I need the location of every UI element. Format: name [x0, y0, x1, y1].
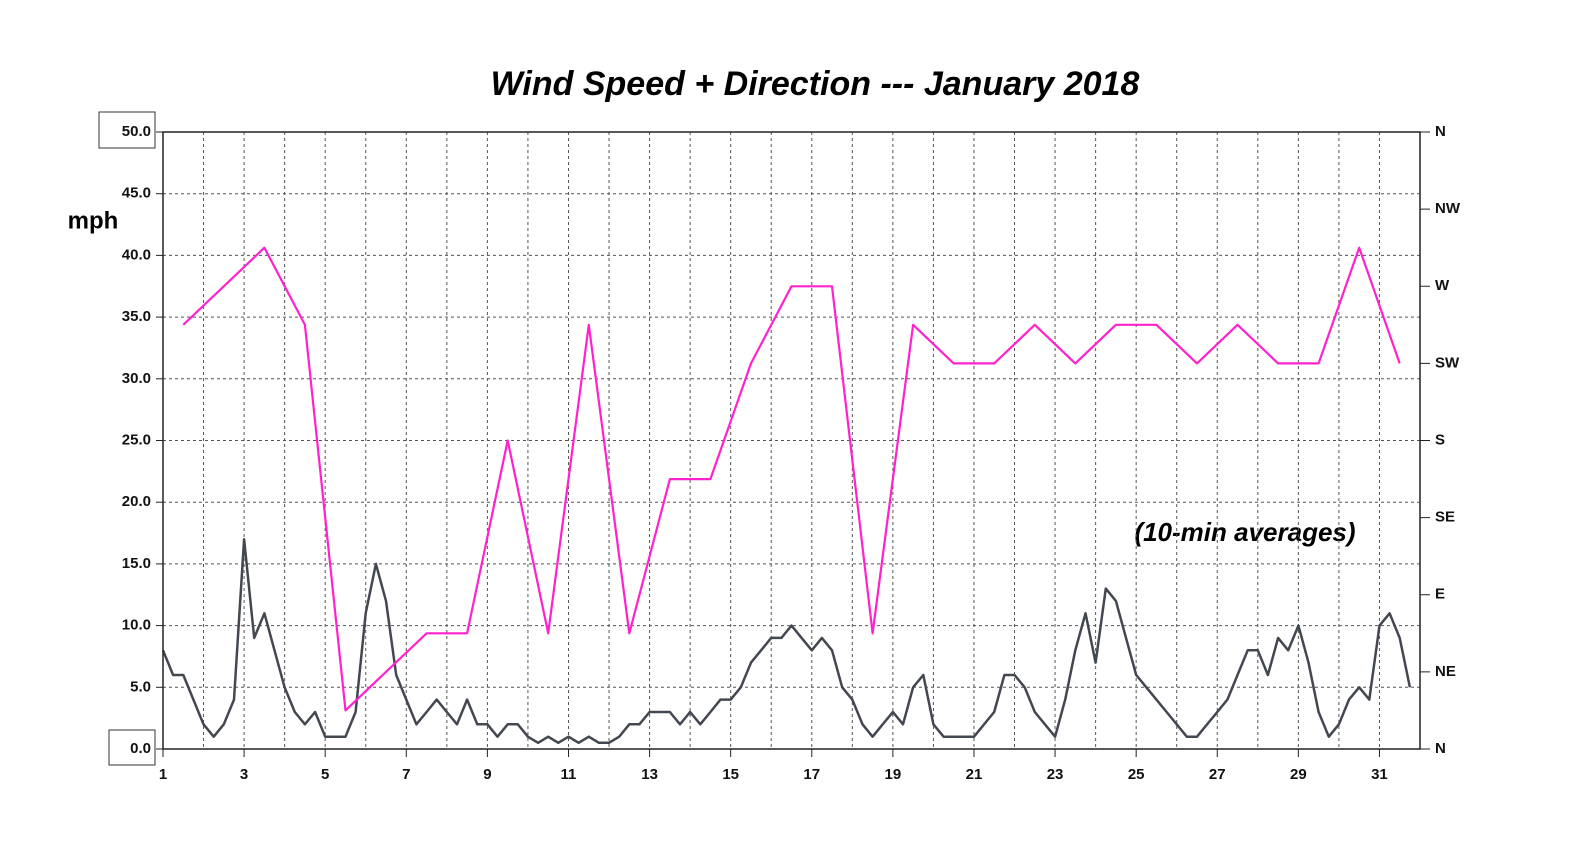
y-tick-label: 15.0	[122, 555, 151, 572]
x-tick-label: 15	[722, 766, 739, 783]
plot-frame	[162, 131, 1421, 750]
x-tick-label: 1	[159, 766, 167, 783]
x-tick-label: 5	[321, 766, 329, 783]
x-tick-label: 9	[483, 766, 491, 783]
y-tick-label: 0.0	[130, 740, 151, 757]
speed-line	[161, 537, 1412, 745]
x-tick-label: 21	[966, 766, 983, 783]
y2-tick-label: SE	[1435, 509, 1455, 526]
label-box	[108, 729, 156, 766]
y-tick-label: 50.0	[122, 123, 151, 140]
y-tick-label: 20.0	[122, 493, 151, 510]
annotation: (10-min averages)	[1134, 517, 1355, 547]
x-tick-label: 27	[1209, 766, 1226, 783]
y2-tick-label: E	[1435, 586, 1445, 603]
y-tick-label: 45.0	[122, 185, 151, 202]
y2-tick-label: S	[1435, 431, 1445, 448]
y-tick-label: 25.0	[122, 431, 151, 448]
y-tick-label: 30.0	[122, 370, 151, 387]
direction-line	[182, 246, 1401, 712]
y2-tick-label: N	[1435, 740, 1446, 757]
x-tick-label: 29	[1290, 766, 1307, 783]
chart-title: Wind Speed + Direction --- January 2018	[491, 65, 1140, 103]
x-tick-label: 31	[1371, 766, 1388, 783]
y2-tick-label: SW	[1435, 354, 1460, 371]
y2-tick-label: NE	[1435, 663, 1456, 680]
y-tick-label: 5.0	[130, 678, 151, 695]
x-tick-label: 25	[1128, 766, 1145, 783]
x-tick-label: 3	[240, 766, 248, 783]
label-box	[98, 111, 156, 149]
x-tick-label: 17	[803, 766, 820, 783]
y-tick-label: 35.0	[122, 308, 151, 325]
x-tick-label: 7	[402, 766, 410, 783]
y2-tick-label: N	[1435, 123, 1446, 140]
y-tick-label: 10.0	[122, 617, 151, 634]
y2-tick-label: W	[1435, 277, 1450, 294]
y2-tick-label: NW	[1435, 200, 1461, 217]
x-tick-label: 19	[885, 766, 902, 783]
y-axis-label: mph	[68, 207, 119, 234]
y-tick-label: 40.0	[122, 246, 151, 263]
x-tick-label: 23	[1047, 766, 1064, 783]
x-tick-label: 13	[641, 766, 658, 783]
x-tick-label: 11	[561, 766, 577, 783]
